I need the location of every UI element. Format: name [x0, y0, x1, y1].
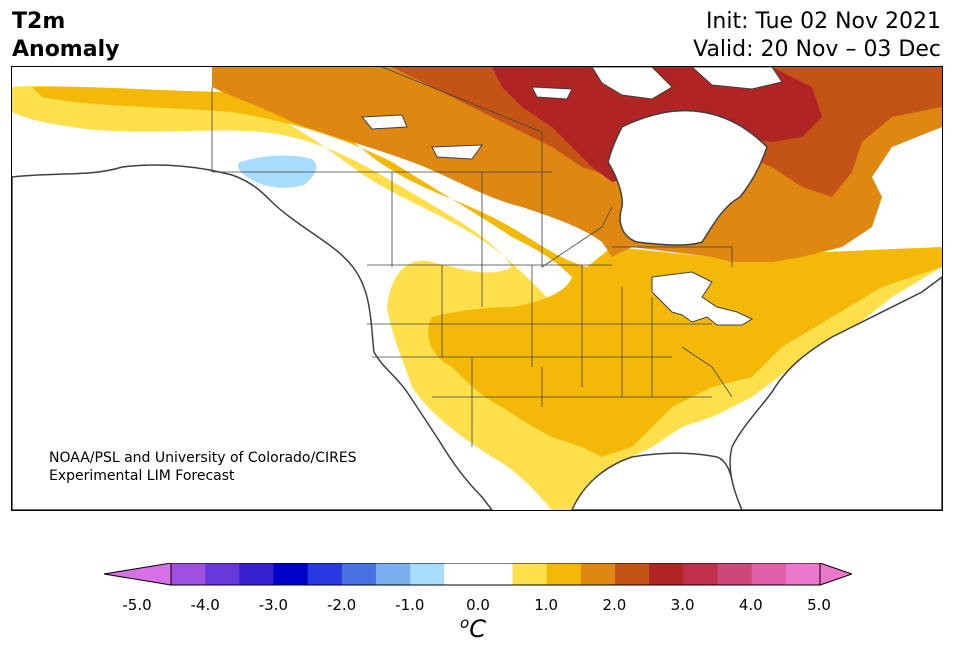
colorbar	[103, 562, 854, 593]
credit-text: NOAA/PSL and University of Colorado/CIRE…	[49, 449, 357, 485]
political-borders	[211, 67, 733, 447]
unit-degree: o	[460, 614, 470, 632]
colorbar-tick-label: 2.0	[602, 596, 627, 614]
colorbar-tick-label: -1.0	[395, 596, 425, 614]
colorbar-tick-label: -4.0	[190, 596, 220, 614]
great-lakes	[651, 271, 754, 326]
colorbar-bin	[580, 563, 616, 585]
colorbar-bin	[307, 563, 343, 585]
colorbar-bin	[785, 563, 821, 585]
colorbar-bin	[751, 563, 787, 585]
colorbar-unit: oC	[460, 614, 486, 643]
atlantic-ocean	[729, 276, 942, 510]
colorbar-bin	[375, 563, 411, 585]
colorbar-bin	[615, 563, 650, 585]
colorbar-bin	[444, 563, 479, 585]
hudson-bay	[607, 109, 768, 246]
credit-line-2: Experimental LIM Forecast	[49, 468, 235, 484]
colorbar-tick-label: 4.0	[738, 596, 763, 614]
colorbar-under-extension	[103, 562, 172, 586]
valid-period: Valid: 20 Nov – 03 Dec	[693, 37, 941, 62]
map-title: T2m Anomaly	[12, 8, 119, 64]
colorbar-tick-label: 1.0	[534, 596, 559, 614]
colorbar-bin	[341, 563, 377, 585]
arctic-islands	[360, 67, 783, 160]
colorbar-bin	[410, 563, 445, 585]
anomaly-region-1-0	[32, 86, 942, 457]
colorbar-graphic	[103, 562, 854, 586]
colorbar-tick-label: 5.0	[807, 596, 831, 614]
colorbar-tick-label: -2.0	[326, 596, 357, 614]
map-canvas	[12, 67, 942, 510]
colorbar-bin	[717, 563, 753, 585]
colorbar-bin	[546, 563, 582, 585]
colorbar-tick-label: 0.0	[466, 596, 490, 614]
init-date: Init: Tue 02 Nov 2021	[705, 9, 941, 34]
colorbar-tick-label: 3.0	[670, 596, 695, 614]
anomaly-map	[11, 66, 943, 511]
colorbar-bin	[171, 563, 206, 585]
colorbar-bin	[683, 563, 719, 585]
colorbar-over-extension	[819, 562, 854, 586]
colorbar-bin	[239, 563, 274, 585]
colorbar-tick-label: -3.0	[258, 596, 289, 614]
credit-line-1: NOAA/PSL and University of Colorado/CIRE…	[49, 450, 357, 466]
title-anomaly: Anomaly	[12, 37, 120, 62]
title-variable: T2m	[12, 9, 66, 34]
colorbar-bin	[649, 563, 684, 585]
colorbar-tick-label: -5.0	[122, 596, 152, 614]
colorbar-frame	[170, 562, 821, 586]
colorbar-bin	[273, 563, 309, 585]
colorbar-bin	[205, 563, 240, 585]
forecast-dates: Init: Tue 02 Nov 2021 Valid: 20 Nov – 03…	[693, 8, 941, 64]
colorbar-bin	[512, 563, 548, 585]
colorbar-bin	[478, 563, 514, 585]
anomaly-region-0-5	[12, 85, 942, 510]
unit-celsius: C	[469, 615, 486, 643]
pacific-ocean	[12, 164, 493, 510]
